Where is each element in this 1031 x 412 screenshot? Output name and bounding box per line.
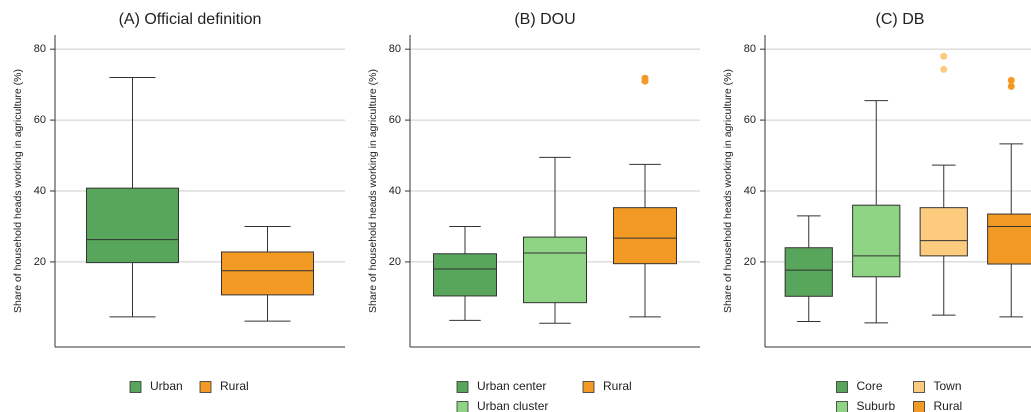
y-tick-label: 40 xyxy=(744,185,756,197)
box xyxy=(221,251,314,296)
legend-swatch xyxy=(582,381,595,393)
outlier xyxy=(1007,82,1015,90)
legend-swatch xyxy=(456,381,469,393)
outlier xyxy=(940,65,948,73)
y-axis-label: Share of household heads working in agri… xyxy=(12,69,24,313)
box xyxy=(919,207,968,257)
y-tick-label: 40 xyxy=(389,185,401,197)
y-axis-label: Share of household heads working in agri… xyxy=(722,69,734,313)
y-axis-label: Share of household heads working in agri… xyxy=(367,69,379,313)
box xyxy=(613,207,677,265)
y-tick-label: 60 xyxy=(744,114,756,126)
y-tick-label: 20 xyxy=(34,256,46,268)
legend-swatch xyxy=(913,381,925,393)
box xyxy=(86,187,179,264)
legend-label: Core xyxy=(857,379,883,393)
panel-title: (A) Official definition xyxy=(119,11,262,28)
outlier xyxy=(940,52,948,60)
legend-label: Urban cluster xyxy=(477,399,548,412)
y-tick-label: 80 xyxy=(389,43,401,55)
outlier xyxy=(641,74,649,82)
box xyxy=(784,247,833,297)
outlier xyxy=(1007,76,1015,84)
legend-swatch xyxy=(456,401,469,412)
y-tick-label: 60 xyxy=(389,114,401,126)
legend-swatch xyxy=(199,381,212,393)
legend-label: Urban center xyxy=(477,379,546,393)
box xyxy=(523,236,587,304)
box xyxy=(852,204,901,278)
panel-title: (C) DB xyxy=(876,11,925,28)
legend-swatch xyxy=(913,401,925,412)
y-tick-label: 60 xyxy=(34,114,46,126)
legend-label: Suburb xyxy=(857,399,896,412)
box xyxy=(987,213,1031,265)
y-tick-label: 20 xyxy=(744,256,756,268)
legend-label: Rural xyxy=(934,399,963,412)
y-tick-label: 40 xyxy=(34,185,46,197)
panel-title: (B) DOU xyxy=(514,11,575,28)
y-tick-label: 80 xyxy=(34,43,46,55)
legend-label: Urban xyxy=(150,379,183,393)
y-tick-label: 80 xyxy=(744,43,756,55)
legend-label: Rural xyxy=(603,379,632,393)
y-tick-label: 20 xyxy=(389,256,401,268)
legend-swatch xyxy=(836,381,848,393)
legend-swatch xyxy=(836,401,848,412)
legend-swatch xyxy=(129,381,142,393)
legend-label: Town xyxy=(934,379,962,393)
box xyxy=(433,253,497,297)
legend-label: Rural xyxy=(220,379,249,393)
